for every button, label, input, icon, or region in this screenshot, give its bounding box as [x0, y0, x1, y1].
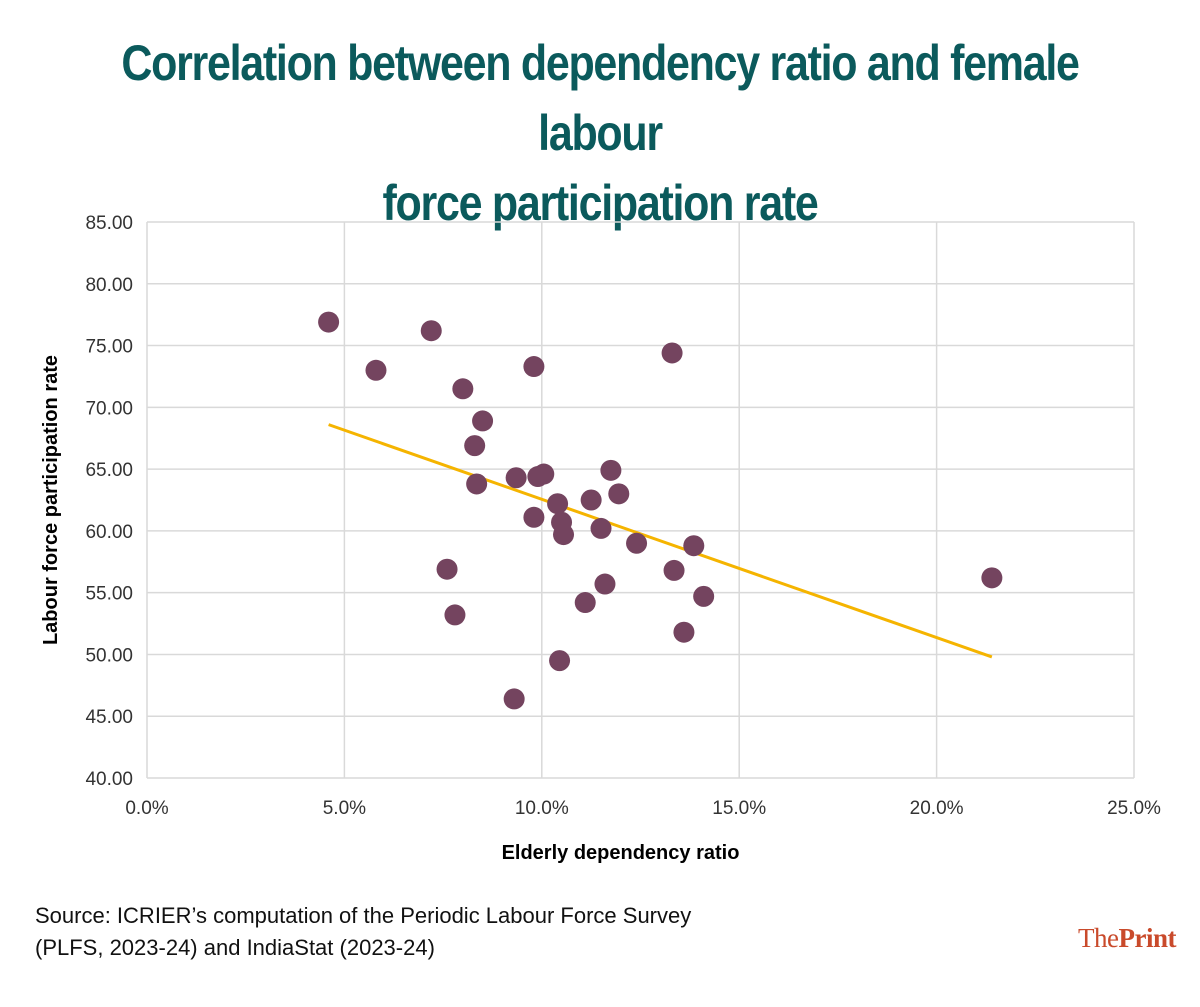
- data-point: [683, 535, 705, 557]
- data-point: [472, 410, 494, 432]
- data-point: [464, 435, 486, 457]
- data-point: [547, 493, 569, 515]
- data-point: [549, 650, 571, 672]
- data-point: [553, 524, 575, 546]
- y-tick-label: 60.00: [85, 522, 133, 543]
- data-point: [318, 311, 340, 333]
- y-tick-label: 85.00: [85, 213, 133, 234]
- data-point: [444, 604, 466, 626]
- y-tick-label: 65.00: [85, 460, 133, 481]
- data-point: [436, 558, 458, 580]
- data-point: [466, 473, 488, 495]
- trendline: [328, 423, 993, 659]
- x-tick-label: 5.0%: [323, 798, 366, 819]
- tick-labels: 40.00 45.00 50.00 55.00 60.00 65.00 70.00 75.00…: [85, 213, 1161, 819]
- source-line-2: (PLFS, 2023-24) and IndiaStat (2023-24): [35, 935, 435, 960]
- x-tick-label: 10.0%: [515, 798, 569, 819]
- theprint-logo: ThePrint: [1078, 923, 1176, 954]
- y-tick-label: 40.00: [85, 769, 133, 790]
- data-point: [608, 483, 630, 505]
- data-point: [523, 356, 545, 378]
- trendline-layer: [328, 423, 993, 659]
- x-tick-label: 25.0%: [1107, 798, 1161, 819]
- source-line-1: Source: ICRIER’s computation of the Peri…: [35, 903, 692, 928]
- grid: [146, 221, 1135, 779]
- y-tick-label: 50.00: [85, 645, 133, 666]
- source-note: Source: ICRIER’s computation of the Peri…: [35, 900, 691, 964]
- data-point: [533, 463, 555, 485]
- logo-part-the: The: [1078, 923, 1119, 953]
- data-points: [318, 311, 1003, 710]
- x-axis-title: Elderly dependency ratio: [502, 842, 740, 864]
- data-point: [365, 359, 387, 381]
- y-tick-label: 80.00: [85, 275, 133, 296]
- chart-title: Correlation between dependency ratio and…: [84, 28, 1116, 238]
- data-point: [600, 459, 622, 481]
- data-point: [580, 489, 602, 511]
- data-point: [590, 517, 612, 539]
- x-tick-label: 20.0%: [910, 798, 964, 819]
- data-point: [503, 688, 525, 710]
- data-point: [981, 567, 1003, 589]
- data-point: [693, 585, 715, 607]
- data-point: [626, 532, 648, 554]
- y-tick-label: 75.00: [85, 337, 133, 358]
- y-axis-title: Labour force participation rate: [40, 355, 62, 645]
- data-point: [505, 467, 527, 489]
- data-point: [663, 559, 685, 581]
- data-point: [452, 378, 474, 400]
- data-point: [523, 506, 545, 528]
- scatter-chart: 40.00 45.00 50.00 55.00 60.00 65.00 70.00 75.00…: [40, 213, 1161, 864]
- data-point: [420, 320, 442, 342]
- y-tick-label: 45.00: [85, 707, 133, 728]
- data-point: [673, 621, 695, 643]
- logo-part-print: Print: [1118, 923, 1177, 953]
- x-tick-label: 15.0%: [712, 798, 766, 819]
- data-point: [574, 592, 596, 614]
- chart-title-line-1: Correlation between dependency ratio and…: [121, 35, 1080, 161]
- data-point: [594, 573, 616, 595]
- x-tick-label: 0.0%: [125, 798, 168, 819]
- y-tick-label: 70.00: [85, 398, 133, 419]
- y-tick-label: 55.00: [85, 584, 133, 605]
- data-point: [661, 342, 683, 364]
